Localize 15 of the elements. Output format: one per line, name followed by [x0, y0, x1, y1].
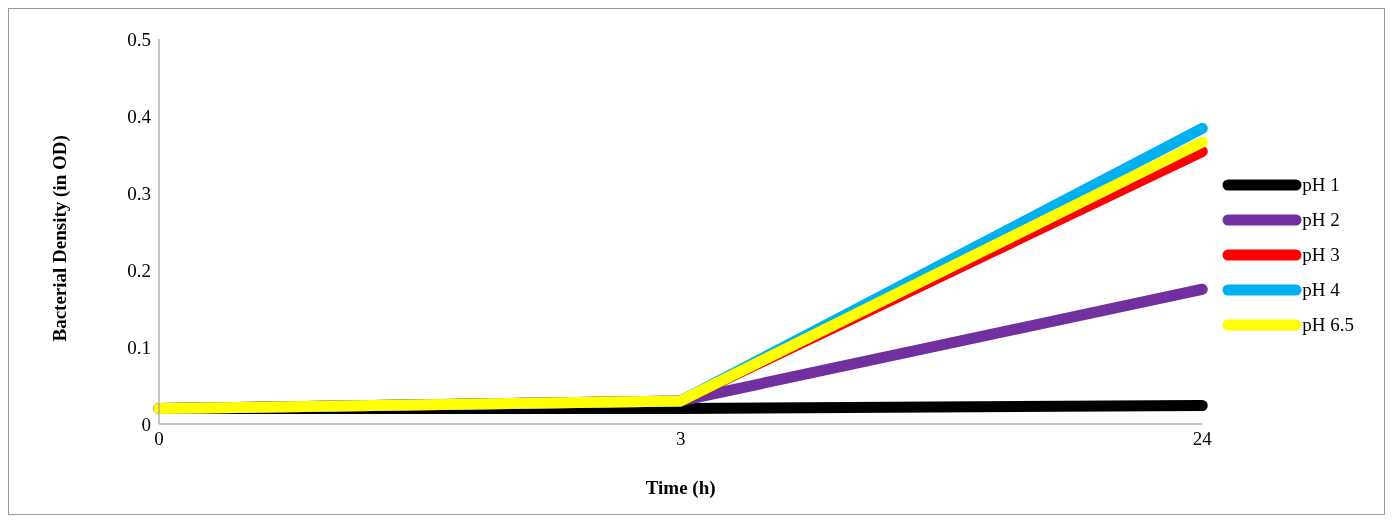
y-axis-title: Bacterial Density (in OD)	[48, 135, 71, 342]
legend-label: pH 2	[1302, 209, 1340, 231]
y-tick-label: 0.1	[127, 336, 151, 358]
y-tick-label: 0.5	[127, 28, 151, 50]
x-axis-title: Time (h)	[645, 477, 716, 499]
legend-label: pH 3	[1302, 244, 1340, 266]
legend-label: pH 1	[1302, 174, 1340, 196]
y-tick-label: 0.4	[127, 105, 152, 127]
x-tick-label: 24	[1192, 428, 1213, 450]
y-tick-label: 0	[141, 413, 151, 435]
x-tick-label: 3	[675, 428, 686, 450]
y-tick-label: 0.2	[127, 259, 151, 281]
legend-label: pH 6.5	[1302, 314, 1354, 336]
legend-label: pH 4	[1302, 279, 1340, 301]
y-tick-label: 0.3	[127, 182, 151, 204]
